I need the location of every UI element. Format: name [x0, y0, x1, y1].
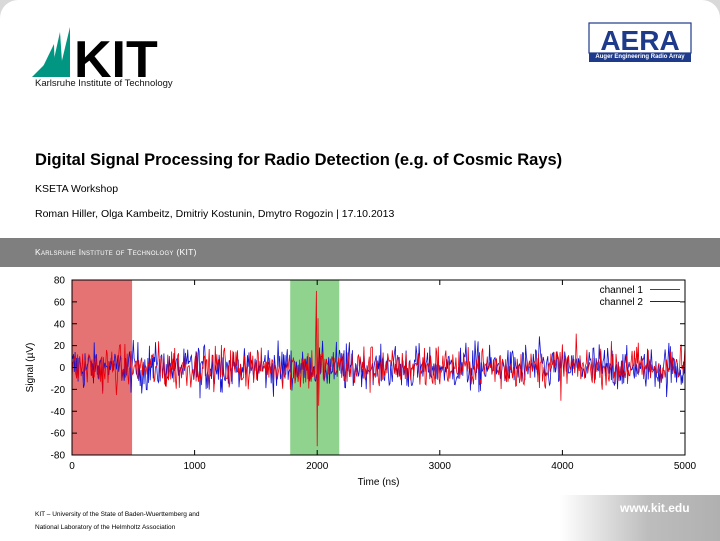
- x-tick-label-2: 2000: [306, 461, 329, 472]
- kit-subtitle: Karlsruhe Institute of Technology: [35, 78, 173, 89]
- x-tick-label-4: 4000: [551, 461, 574, 472]
- slide-title: Digital Signal Processing for Radio Dete…: [35, 151, 563, 169]
- institute-band-text: Karlsruhe Institute of Technology (KIT): [35, 247, 197, 257]
- footer: KIT – University of the State of Baden-W…: [0, 495, 720, 541]
- aera-logo-text: AERA: [600, 25, 679, 56]
- series-line-1: [71, 290, 686, 447]
- y-tick-label-8: 80: [54, 276, 66, 287]
- signal-chart: 0 1000 2000 3000 4000 5000 -80 -60 -40 -20 0 20 40 60…: [25, 276, 697, 489]
- aera-subtitle: Auger Engineering Radio Array: [589, 53, 691, 62]
- kit-logo-icon: KIT: [32, 27, 158, 89]
- slide-subtitle: KSETA Workshop: [35, 183, 119, 195]
- y-axis-label: Signal (µV): [25, 343, 36, 393]
- y-tick-label-2: -40: [51, 407, 66, 418]
- x-tick-label-3: 3000: [429, 461, 452, 472]
- legend-label-channel-2: channel 2: [600, 297, 644, 308]
- y-tick-label-3: -20: [51, 385, 66, 396]
- chart-series: [71, 290, 686, 447]
- y-tick-label-6: 40: [54, 319, 66, 330]
- footer-line-2: National Laboratory of the Helmholtz Ass…: [35, 524, 176, 531]
- x-tick-label-1: 1000: [183, 461, 206, 472]
- chart-ticks: 0 1000 2000 3000 4000 5000 -80 -60 -40 -20 0 20 40 60…: [51, 276, 697, 473]
- y-tick-label-7: 60: [54, 297, 66, 308]
- y-tick-label-0: -80: [51, 451, 66, 462]
- kit-logo-text: KIT: [74, 31, 158, 89]
- footer-url[interactable]: www.kit.edu: [620, 501, 690, 515]
- x-tick-label-5: 5000: [674, 461, 697, 472]
- x-axis-label: Time (ns): [358, 477, 400, 488]
- footer-line-1: KIT – University of the State of Baden-W…: [35, 511, 200, 518]
- y-tick-label-4: 0: [59, 363, 65, 374]
- slide-authors: Roman Hiller, Olga Kambeitz, Dmitriy Kos…: [35, 208, 395, 220]
- y-tick-label-5: 20: [54, 341, 66, 352]
- footer-gradient: [560, 495, 720, 541]
- chart-legend: channel 1 channel 2: [600, 285, 680, 308]
- legend-label-channel-1: channel 1: [600, 285, 644, 296]
- x-tick-label-0: 0: [69, 461, 75, 472]
- y-tick-label-1: -60: [51, 429, 66, 440]
- institute-band: Karlsruhe Institute of Technology (KIT): [0, 238, 720, 267]
